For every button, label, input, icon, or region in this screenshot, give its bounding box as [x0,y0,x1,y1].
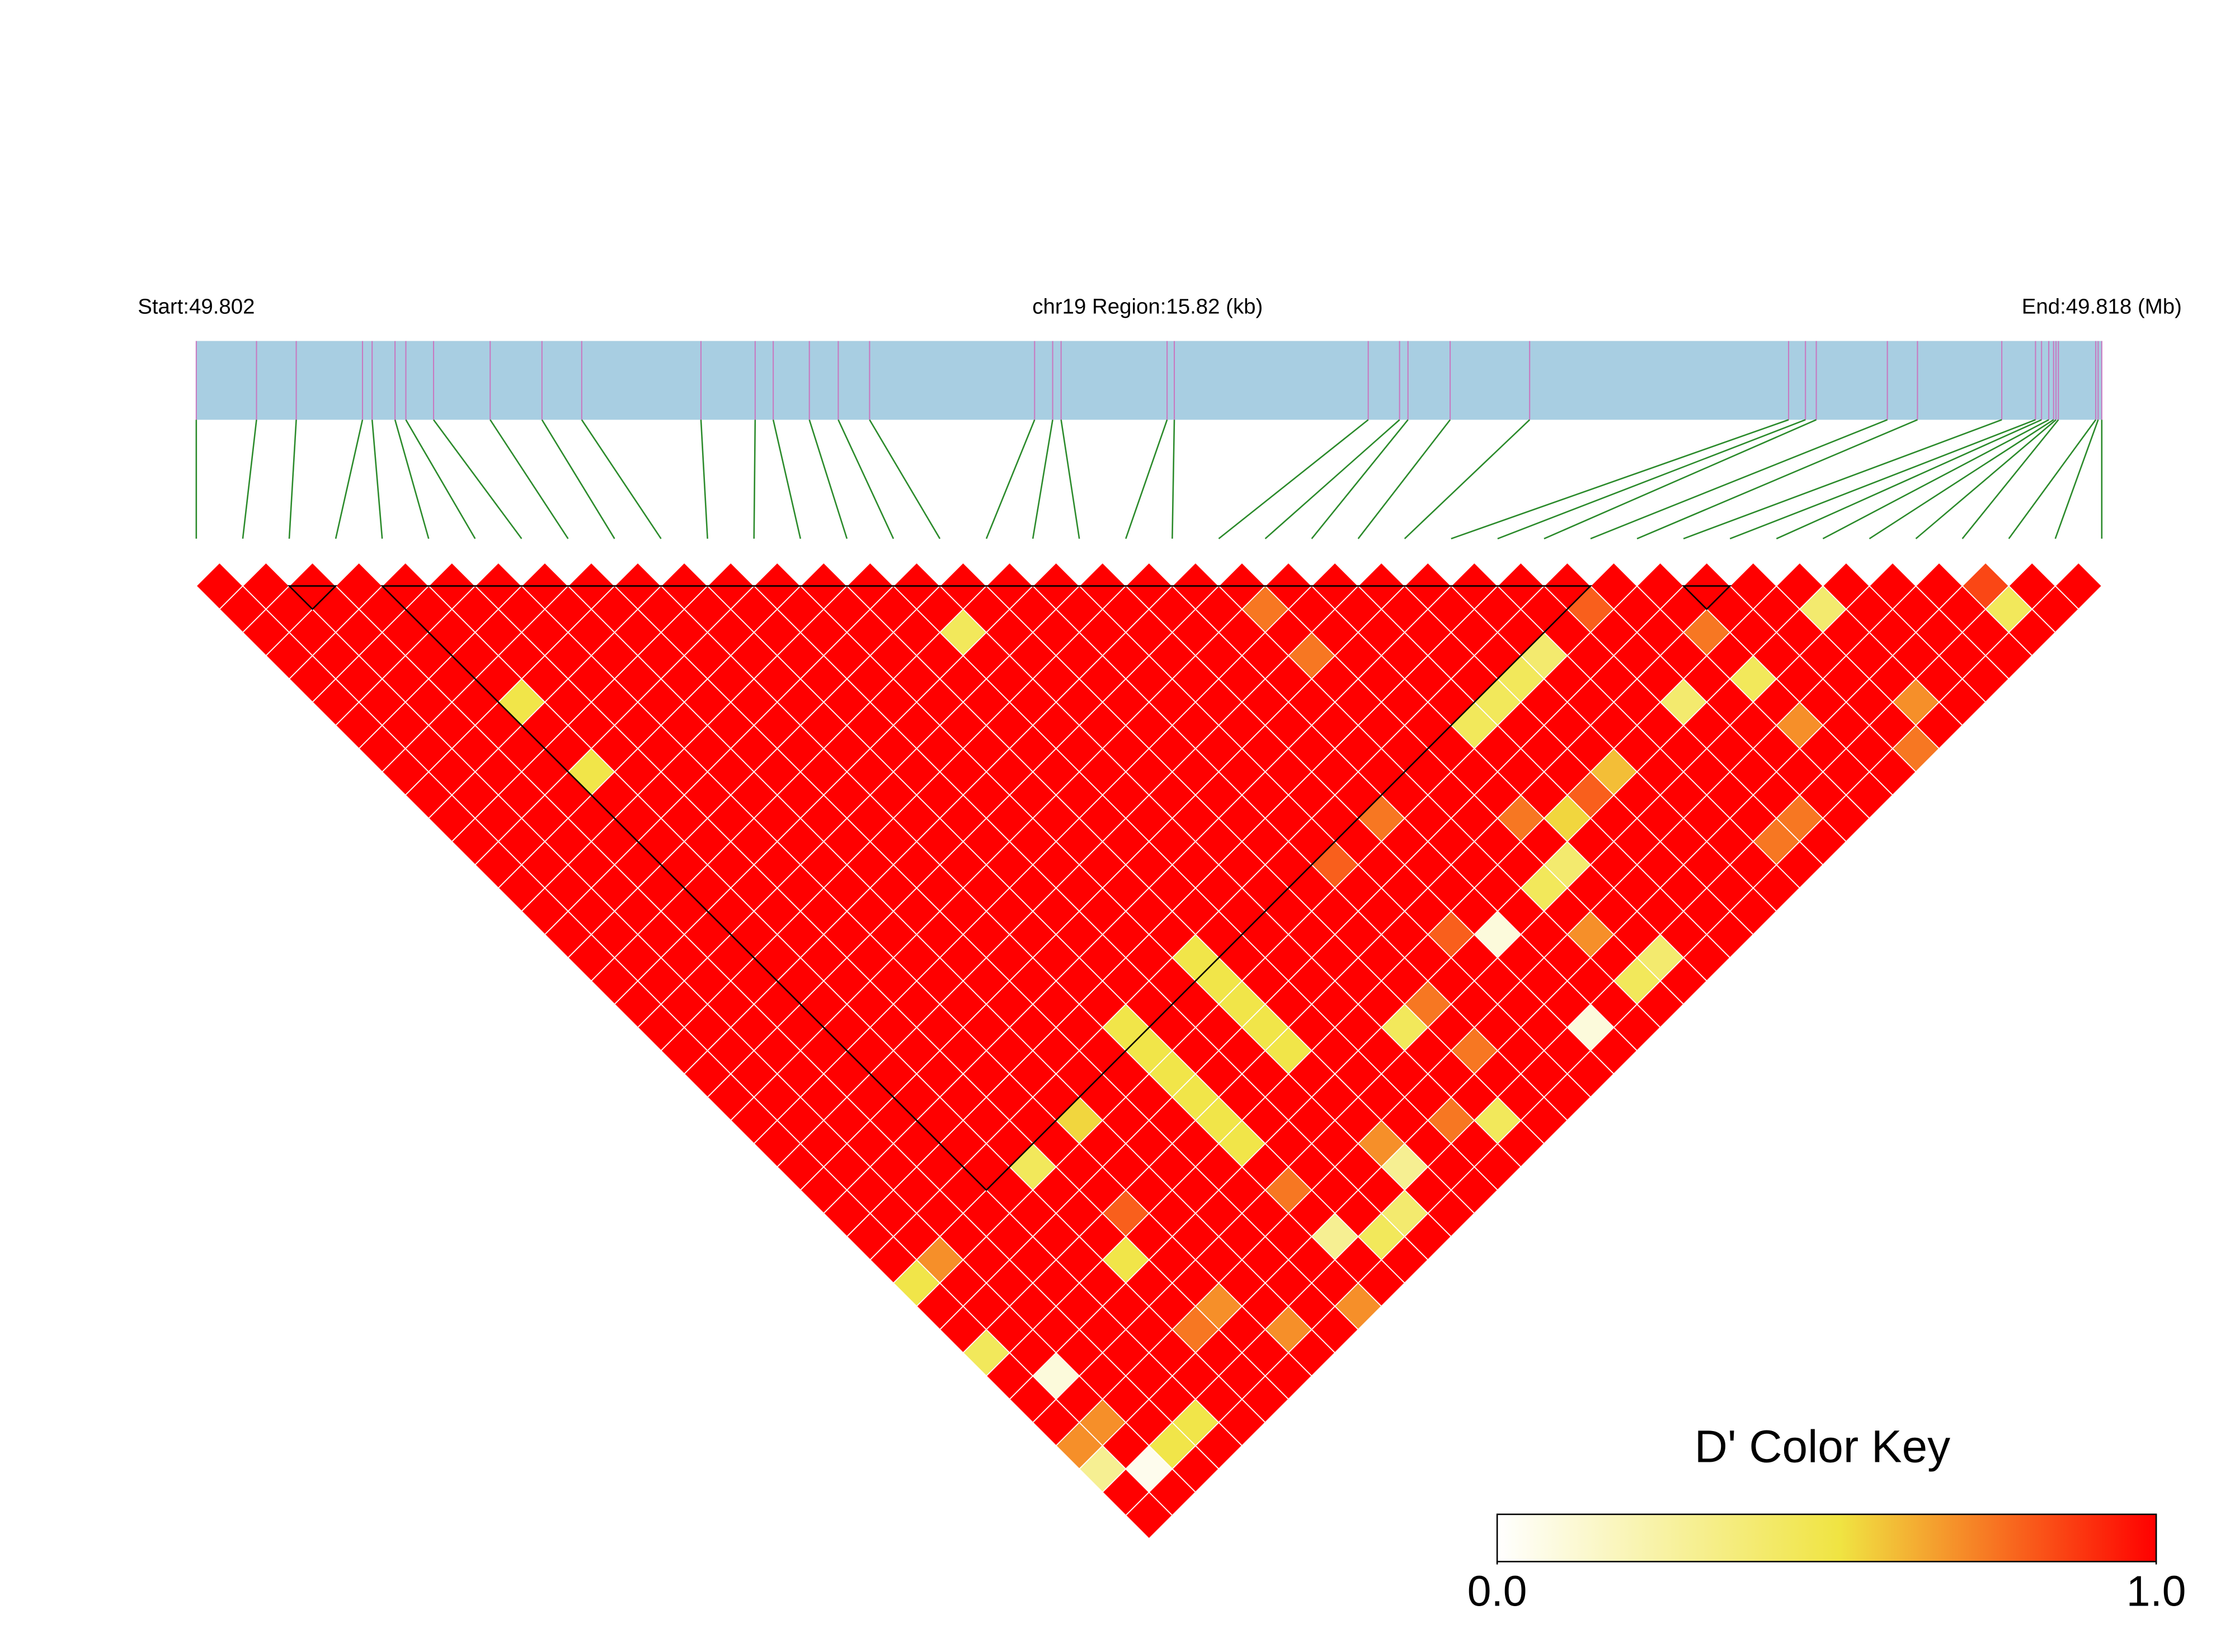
color-key [1496,1513,2157,1562]
snp-connector [1218,419,1369,539]
snp-connector [490,419,569,539]
ld-block [287,585,338,610]
snp-connector [2054,419,2099,539]
snp-connector [288,420,297,539]
snp-connector [1915,419,2057,539]
snp-connector [1636,419,1918,540]
snp-connector [405,419,476,539]
snp-connector [1125,419,1168,539]
snp-connector [394,420,430,539]
snp-connector [1060,420,1080,539]
snp-connector [1544,419,1817,540]
snp-connector [1729,419,2036,540]
snp-connector [1357,419,1451,539]
region-bar [196,341,2102,420]
snp-connector [1032,420,1053,539]
start-label: Start:49.802 [138,295,255,319]
snp-connector [1590,419,1888,540]
snp-connector [1869,419,2054,539]
snp-connector [700,420,708,539]
ld-block [380,585,1593,1192]
snp-connector [1776,419,2042,540]
snp-connector [581,419,662,539]
key-title: D' Color Key [1695,1421,1950,1472]
snp-connector [1961,419,2059,539]
snp-connector [985,419,1036,539]
snp-connector [2008,419,2097,539]
snp-connector [837,419,895,539]
snp-connector [808,419,848,539]
snp-connector [1822,419,2049,540]
end-label: End:49.818 (Mb) [2022,295,2182,319]
snp-connector [242,420,257,539]
snp-connector [335,420,364,539]
snp-connector [753,420,756,539]
snp-connector [1264,419,1400,539]
snp-connector [1683,419,2002,540]
ld-cell [1125,1491,1173,1540]
snp-connector [772,420,802,539]
snp-connector [541,419,615,539]
snp-connector [1311,419,1409,539]
key-tick-label: 0.0 [1467,1568,1527,1616]
key-tick-label: 1.0 [2126,1568,2186,1616]
region-label: chr19 Region:15.82 (kb) [1032,295,1263,319]
snp-connector [1451,419,1789,540]
snp-connector [1497,419,1806,540]
ld-block [1682,585,1732,610]
snp-connector [869,419,941,539]
snp-connector [1171,420,1175,539]
snp-connector [371,420,383,539]
snp-connector [1404,419,1531,539]
snp-connector [432,419,523,539]
